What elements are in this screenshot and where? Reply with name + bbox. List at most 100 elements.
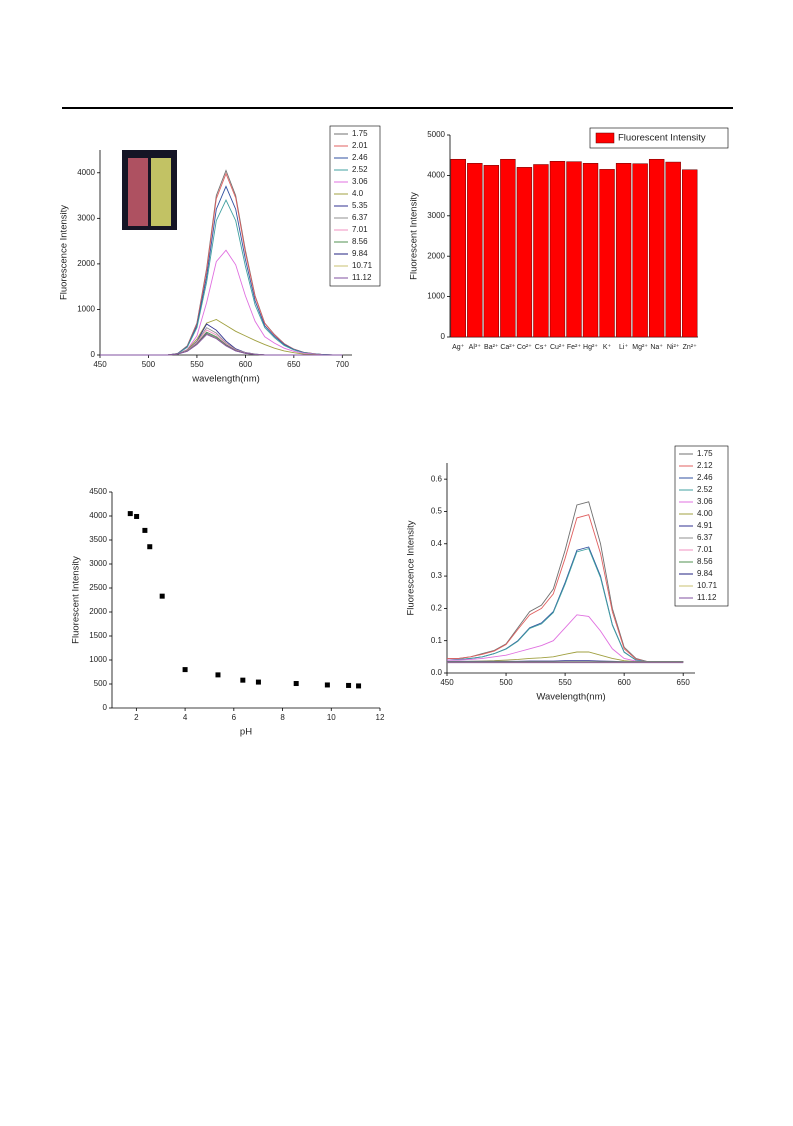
x-tick-label: Al³⁺ bbox=[469, 344, 482, 351]
x-tick-label: K⁺ bbox=[603, 344, 612, 351]
x-tick-label: 550 bbox=[190, 360, 204, 369]
x-tick-label: 12 bbox=[376, 713, 385, 722]
x-tick-label: 8 bbox=[280, 713, 285, 722]
legend-label: 4.00 bbox=[697, 509, 713, 518]
legend-label: 3.06 bbox=[352, 177, 368, 186]
legend-label: 1.75 bbox=[697, 449, 713, 458]
bar bbox=[516, 167, 533, 338]
x-axis-label: pH bbox=[240, 727, 252, 738]
legend-label: 2.52 bbox=[352, 165, 368, 174]
legend-label: 9.84 bbox=[352, 249, 368, 258]
x-tick-label: 600 bbox=[617, 678, 631, 687]
y-tick-label: 2000 bbox=[427, 251, 445, 260]
x-tick-label: Zn²⁺ bbox=[683, 344, 698, 351]
bar bbox=[566, 161, 582, 338]
y-tick-label: 0.3 bbox=[431, 571, 443, 580]
y-tick-label: 0.6 bbox=[431, 474, 443, 483]
legend-label: 2.46 bbox=[352, 153, 368, 162]
x-tick-label: Ba²⁺ bbox=[484, 344, 499, 351]
legend-label: 8.56 bbox=[697, 557, 713, 566]
data-point bbox=[182, 667, 188, 673]
data-point bbox=[356, 683, 362, 689]
bar bbox=[582, 163, 599, 338]
y-tick-label: 3000 bbox=[89, 559, 107, 568]
x-tick-label: Na⁺ bbox=[650, 344, 663, 351]
data-point bbox=[134, 513, 140, 519]
y-tick-label: 0 bbox=[91, 350, 96, 359]
x-tick-label: 10 bbox=[327, 713, 336, 722]
y-tick-label: 0 bbox=[103, 703, 108, 712]
x-tick-label: Mg²⁺ bbox=[632, 344, 648, 351]
x-tick-label: 550 bbox=[558, 678, 572, 687]
data-point bbox=[346, 682, 352, 688]
y-tick-label: 0 bbox=[441, 332, 446, 341]
y-tick-label: 0.2 bbox=[431, 603, 443, 612]
bar bbox=[632, 163, 648, 338]
y-tick-label: 2500 bbox=[89, 583, 107, 592]
y-tick-label: 0.1 bbox=[431, 636, 443, 645]
data-point bbox=[240, 677, 246, 683]
x-tick-label: Hg²⁺ bbox=[583, 344, 598, 351]
inset-photo bbox=[122, 150, 177, 230]
y-tick-label: 5000 bbox=[427, 130, 445, 139]
legend-label: 1.75 bbox=[352, 129, 368, 138]
y-tick-label: 4000 bbox=[77, 168, 95, 177]
legend-swatch bbox=[595, 132, 615, 144]
y-tick-label: 500 bbox=[94, 679, 108, 688]
legend-label: Fluorescent Intensity bbox=[618, 133, 706, 144]
y-tick-label: 1000 bbox=[427, 292, 445, 301]
y-tick-label: 4000 bbox=[427, 171, 445, 180]
legend-label: 2.52 bbox=[697, 485, 713, 494]
data-point bbox=[147, 544, 153, 550]
y-tick-label: 2000 bbox=[89, 607, 107, 616]
data-point bbox=[255, 679, 261, 685]
bar bbox=[615, 163, 632, 338]
legend-label: 10.71 bbox=[697, 581, 718, 590]
bar bbox=[483, 165, 500, 338]
data-point bbox=[293, 681, 299, 687]
bar bbox=[533, 164, 549, 338]
x-tick-label: 450 bbox=[93, 360, 107, 369]
legend-label: 5.35 bbox=[352, 201, 368, 210]
x-tick-label: Co²⁺ bbox=[517, 344, 532, 351]
x-tick-label: 500 bbox=[142, 360, 156, 369]
x-tick-label: Fe²⁺ bbox=[567, 344, 582, 351]
y-tick-label: 0.0 bbox=[431, 668, 443, 677]
legend-label: 4.0 bbox=[352, 189, 364, 198]
y-tick-label: 4500 bbox=[89, 487, 107, 496]
x-tick-label: Ca²⁺ bbox=[500, 344, 515, 351]
y-tick-label: 0.5 bbox=[431, 507, 443, 516]
y-tick-label: 0.4 bbox=[431, 539, 443, 548]
data-point bbox=[142, 527, 148, 533]
legend-label: 11.12 bbox=[697, 593, 717, 602]
y-axis-label: Fluorescent Intensity bbox=[409, 192, 420, 280]
y-tick-label: 1000 bbox=[77, 305, 95, 314]
legend-box bbox=[589, 127, 729, 149]
legend-label: 11.12 bbox=[352, 273, 372, 282]
data-point bbox=[159, 593, 165, 599]
legend-label: 6.37 bbox=[697, 533, 713, 542]
x-tick-label: 500 bbox=[499, 678, 513, 687]
y-tick-label: 2000 bbox=[77, 259, 95, 268]
x-tick-label: 650 bbox=[287, 360, 301, 369]
data-point bbox=[127, 511, 133, 517]
y-axis-label: Fluorescence Intensity bbox=[406, 520, 417, 615]
legend-label: 3.06 bbox=[697, 497, 713, 506]
legend-label: 4.91 bbox=[697, 521, 713, 530]
bar bbox=[549, 161, 566, 338]
x-tick-label: 2 bbox=[134, 713, 139, 722]
y-axis-label: Fluorescent Intensity bbox=[71, 556, 82, 644]
bar bbox=[599, 169, 615, 338]
y-tick-label: 3000 bbox=[77, 213, 95, 222]
y-tick-label: 3000 bbox=[427, 211, 445, 220]
legend-label: 2.01 bbox=[352, 141, 368, 150]
y-tick-label: 1000 bbox=[89, 655, 107, 664]
legend-label: 7.01 bbox=[697, 545, 713, 554]
bar bbox=[450, 158, 466, 338]
x-tick-label: 650 bbox=[677, 678, 691, 687]
x-axis-label: Wavelength(nm) bbox=[536, 692, 605, 703]
data-point bbox=[215, 672, 221, 678]
x-tick-label: 700 bbox=[336, 360, 350, 369]
legend-label: 2.12 bbox=[697, 461, 713, 470]
x-tick-label: Ag⁺ bbox=[452, 344, 465, 351]
